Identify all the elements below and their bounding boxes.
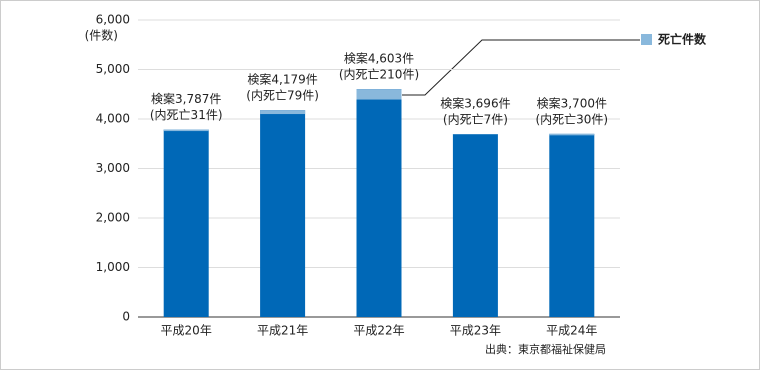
value-label: (内死亡79件) — [246, 89, 319, 103]
y-tick-label: 6,000 — [96, 13, 130, 27]
x-tick-label: 平成21年 — [257, 324, 308, 338]
value-label: 検案4,179件 — [247, 72, 317, 87]
y-axis-label: (件数) — [85, 28, 118, 43]
value-label: 検案3,787件 — [151, 91, 221, 106]
bar — [260, 110, 306, 318]
bar — [452, 134, 498, 317]
value-label: 検案4,603件 — [344, 51, 414, 66]
y-tick-label: 0 — [122, 310, 130, 324]
y-tick-label: 4,000 — [96, 112, 130, 126]
source: 出典：東京都福祉保健局 — [485, 342, 606, 356]
value-label: (内死亡7件) — [443, 113, 508, 127]
x-tick-label: 平成24年 — [546, 324, 597, 338]
value-label: 検案3,696件 — [440, 96, 510, 111]
legend-label: 死亡件数 — [658, 32, 707, 47]
y-tick-label: 1,000 — [96, 260, 130, 274]
value-label: 検案3,700件 — [537, 95, 607, 110]
bar-segment — [260, 110, 306, 115]
bar-segment — [163, 129, 209, 132]
y-tick-label: 3,000 — [96, 161, 130, 175]
bar-segment — [356, 89, 402, 100]
leader-line — [402, 39, 640, 96]
bar-segment — [549, 133, 595, 136]
x-tick-label: 平成23年 — [450, 324, 501, 338]
x-tick-label: 平成20年 — [161, 324, 212, 338]
bar — [549, 133, 595, 317]
value-label: (内死亡30件) — [535, 112, 608, 126]
value-label: (内死亡31件) — [150, 108, 223, 122]
y-tick-label: 5,000 — [96, 62, 130, 76]
legend-swatch — [641, 34, 652, 45]
value-label: (内死亡210件) — [339, 68, 419, 82]
y-tick-label: 2,000 — [96, 211, 130, 225]
x-tick-label: 平成22年 — [353, 324, 404, 338]
bar — [356, 89, 402, 318]
bar — [163, 129, 209, 317]
